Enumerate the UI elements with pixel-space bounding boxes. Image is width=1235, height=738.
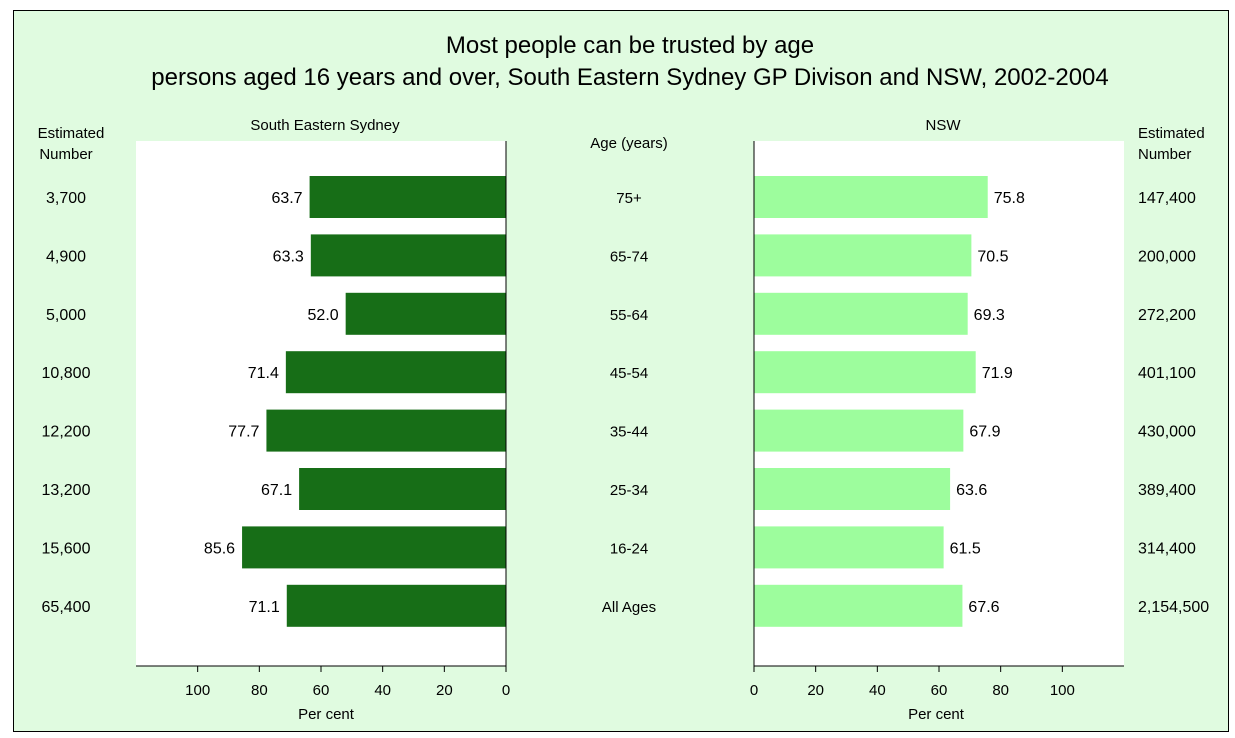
left-bar-value-label: 63.7 — [271, 190, 302, 207]
left-bar — [310, 234, 506, 277]
age-category-label: 65-74 — [610, 248, 648, 265]
right-bar — [754, 234, 972, 277]
right-bar — [754, 409, 964, 452]
left-estimated-number: 5,000 — [46, 307, 86, 324]
right-estimated-number: 314,400 — [1138, 540, 1196, 557]
chart-subtitle: persons aged 16 years and over, South Ea… — [151, 64, 1108, 91]
left-x-tick-label: 100 — [185, 682, 210, 699]
left-x-tick-label: 20 — [436, 682, 453, 699]
left-x-tick-label: 40 — [374, 682, 391, 699]
left-x-tick-label: 0 — [502, 682, 510, 699]
left-estimated-number: 4,900 — [46, 248, 86, 265]
right-x-tick-label: 60 — [931, 682, 948, 699]
left-estimated-label-line1: Estimated — [38, 125, 105, 142]
right-bar-value-label: 67.6 — [968, 599, 999, 616]
age-category-label: 75+ — [616, 190, 642, 207]
right-bar-value-label: 63.6 — [956, 482, 987, 499]
right-bar-value-label: 67.9 — [969, 424, 1000, 441]
left-x-tick-label: 80 — [251, 682, 268, 699]
right-estimated-number: 147,400 — [1138, 190, 1196, 207]
right-estimated-number: 2,154,500 — [1138, 599, 1209, 616]
right-estimated-number: 272,200 — [1138, 307, 1196, 324]
age-category-label: 25-34 — [610, 482, 648, 499]
right-x-tick-label: 0 — [750, 682, 758, 699]
right-bar — [754, 351, 976, 394]
age-category-label: 45-54 — [610, 365, 648, 382]
right-bar-value-label: 61.5 — [950, 540, 981, 557]
left-bar — [242, 526, 507, 569]
right-bar — [754, 584, 963, 627]
right-panel-title: NSW — [926, 117, 962, 134]
left-bar — [285, 351, 506, 394]
chart-marks: 63.7 3,700 75+ 75.8 147,400 63.3 4,900 65-74 70.… — [42, 176, 1209, 699]
right-bar-value-label: 69.3 — [974, 307, 1005, 324]
age-category-label: All Ages — [602, 599, 656, 616]
right-plot-area — [754, 141, 1124, 666]
right-estimated-number: 401,100 — [1138, 365, 1196, 382]
age-axis-label: Age (years) — [590, 135, 668, 152]
right-estimated-number: 389,400 — [1138, 482, 1196, 499]
left-estimated-number: 10,800 — [42, 365, 91, 382]
right-bar — [754, 468, 951, 510]
age-category-label: 35-44 — [610, 424, 648, 441]
right-estimated-number: 200,000 — [1138, 248, 1196, 265]
right-bar-value-label: 71.9 — [982, 365, 1013, 382]
left-bar — [266, 409, 506, 452]
chart-root: Most people can be trusted by age person… — [13, 10, 1229, 732]
left-bar-value-label: 85.6 — [204, 540, 235, 557]
right-bar-value-label: 70.5 — [977, 248, 1008, 265]
left-bar — [345, 292, 506, 335]
right-estimated-label-line1: Estimated — [1138, 125, 1205, 142]
left-estimated-label-line2: Number — [39, 146, 92, 163]
left-bar-value-label: 52.0 — [308, 307, 339, 324]
chart-canvas: Most people can be trusted by age person… — [38, 32, 1210, 723]
left-bar — [309, 176, 506, 218]
left-panel-title: South Eastern Sydney — [250, 117, 400, 134]
right-bar-value-label: 75.8 — [994, 190, 1025, 207]
right-bar — [754, 176, 988, 218]
left-bar-value-label: 71.1 — [249, 599, 280, 616]
right-x-tick-label: 40 — [869, 682, 886, 699]
right-bar — [754, 526, 944, 569]
right-x-tick-label: 80 — [992, 682, 1009, 699]
right-estimated-label-line2: Number — [1138, 146, 1191, 163]
left-bar — [286, 584, 506, 627]
left-bar-value-label: 71.4 — [248, 365, 279, 382]
right-x-tick-label: 100 — [1050, 682, 1075, 699]
left-plot-area — [136, 141, 506, 666]
age-category-label: 55-64 — [610, 307, 648, 324]
left-x-tick-label: 60 — [313, 682, 330, 699]
left-estimated-number: 65,400 — [42, 599, 91, 616]
right-x-axis-title: Per cent — [908, 706, 965, 723]
right-estimated-number: 430,000 — [1138, 424, 1196, 441]
left-x-axis-title: Per cent — [298, 706, 355, 723]
left-estimated-number: 12,200 — [42, 424, 91, 441]
chart-title: Most people can be trusted by age — [446, 32, 814, 59]
left-estimated-number: 15,600 — [42, 540, 91, 557]
left-bar-value-label: 67.1 — [261, 482, 292, 499]
left-bar-value-label: 77.7 — [228, 424, 259, 441]
left-estimated-number: 3,700 — [46, 190, 86, 207]
left-estimated-number: 13,200 — [42, 482, 91, 499]
right-x-tick-label: 20 — [807, 682, 824, 699]
right-bar — [754, 292, 968, 335]
left-bar — [299, 468, 506, 510]
age-category-label: 16-24 — [610, 540, 648, 557]
left-bar-value-label: 63.3 — [273, 248, 304, 265]
